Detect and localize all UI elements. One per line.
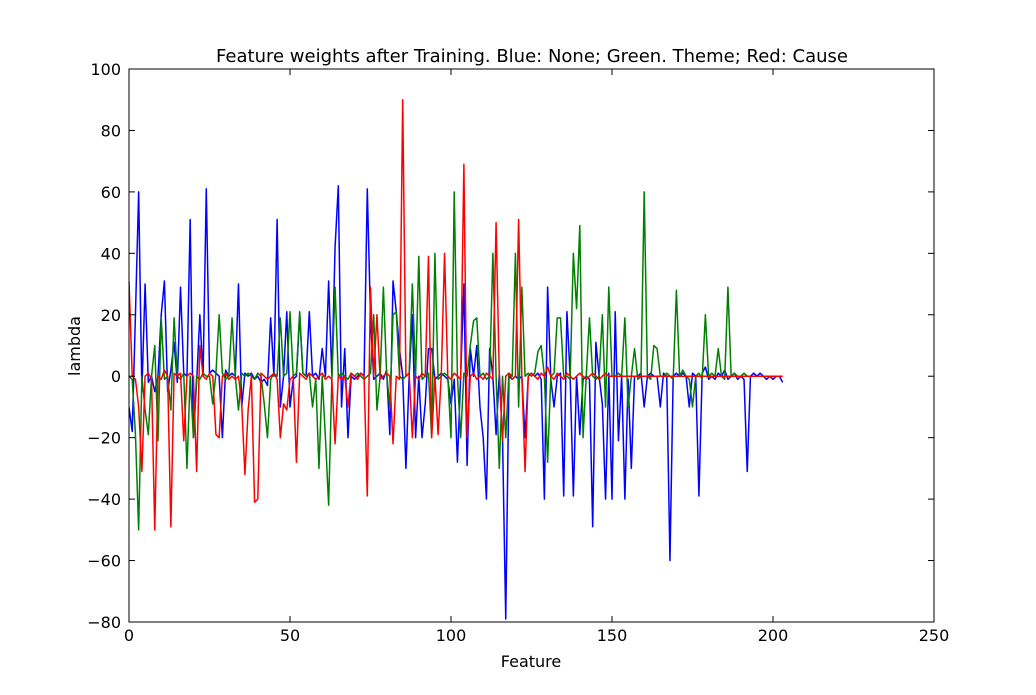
plot-frame	[128, 68, 935, 623]
chart-title: Feature weights after Training. Blue: No…	[216, 46, 848, 67]
y-tick-label: −40	[87, 490, 121, 509]
series-line-2	[129, 98, 783, 531]
y-tick-label: 20	[101, 306, 121, 325]
y-tick-label: −60	[87, 552, 121, 571]
axis-ticks: 0 50 100 150 200 250 −80 −60 −40 −20 0 20 40 60 80 100	[87, 60, 949, 645]
y-tick-label: 60	[101, 183, 121, 202]
y-tick-label: 0	[111, 367, 121, 386]
y-axis-label: lambda	[65, 316, 84, 376]
y-tick-label: −80	[87, 613, 121, 632]
x-tick-label: 150	[597, 626, 628, 645]
series-line-1	[129, 191, 783, 531]
y-tick-label: 80	[101, 121, 121, 140]
x-tick-label: 250	[919, 626, 950, 645]
x-tick-label: 100	[436, 626, 467, 645]
x-tick-label: 50	[280, 626, 300, 645]
x-axis-label: Feature	[501, 652, 561, 671]
x-tick-label: 0	[124, 626, 134, 645]
x-tick-label: 200	[758, 626, 789, 645]
y-tick-label: −20	[87, 429, 121, 448]
y-tick-label: 100	[90, 60, 121, 79]
y-tick-label: 40	[101, 244, 121, 263]
